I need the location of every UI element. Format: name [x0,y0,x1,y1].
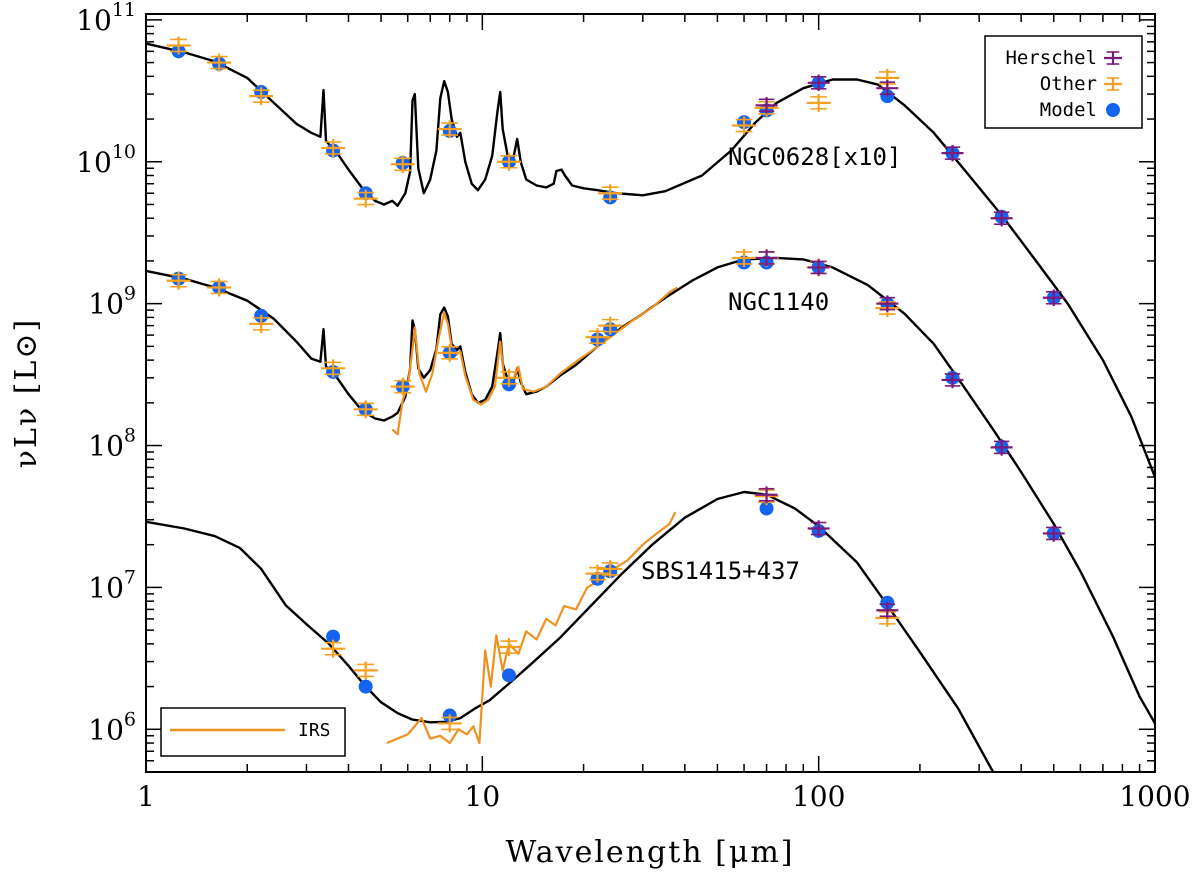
herschel-point [990,439,1013,456]
irs-legend-box [160,707,346,757]
y-tick-label-8: 108 [88,425,136,463]
y-tick-label-7: 107 [88,566,136,604]
herschel-point [755,486,778,503]
series-ngc1140: NGC1140 [145,248,1157,724]
other-point [249,87,274,106]
x-tick-label-10: 10 [465,780,501,813]
y-tick-labels: 106 107 108 109 1010 1011 [76,0,136,746]
herschel-point [807,520,830,537]
other-point [437,120,462,139]
axis-ticks [145,14,1155,773]
other-point [598,559,623,578]
model-point [326,629,341,644]
other-point [207,278,232,297]
other-point [496,638,521,657]
herschel-point [990,209,1013,227]
series-ngc0628-x10: NGC0628[x10] [145,36,1157,478]
other-point [321,639,346,658]
legend-label-model: Model [1040,99,1097,121]
herschel-point [941,144,964,162]
series-label-ngc0628-x10: NGC0628[x10] [728,143,901,171]
other-point [207,53,232,72]
herschel-point [1042,289,1065,307]
herschel-point [1042,525,1065,542]
plot-frame [145,13,1156,773]
irs-spectrum-ngc1140 [391,286,678,436]
other-point [390,377,415,396]
legend: Herschel Other Model [984,35,1143,129]
y-tick-label-6: 106 [88,708,136,746]
other-point [585,328,610,347]
other-point [496,368,521,387]
series-label-sbs1415-437: SBS1415+437 [641,557,800,585]
other-point [598,184,623,203]
model-point [501,668,516,683]
legend-label-herschel: Herschel [1005,47,1097,69]
other-point [390,155,415,174]
series-sbs1415-437: SBS1415+437 [145,486,995,773]
other-point [437,714,462,733]
other-point [249,314,274,333]
y-tick-label-11: 1011 [76,0,136,37]
irs-legend-label: IRS [298,720,331,741]
legend-marker-herschel [1104,51,1122,65]
other-point [585,564,610,583]
other-point [806,93,831,112]
model-point [759,501,774,516]
other-point [353,400,378,419]
series-label-ngc1140: NGC1140 [728,288,829,316]
other-point [166,271,191,290]
other-point [166,36,191,55]
herschel-point [755,97,778,114]
herschel-point [876,79,899,97]
series-layer: NGC0628[x10] NGC1140 SBS1415+437 [145,36,1157,773]
other-point [353,189,378,208]
model-line-sbs1415-437 [145,490,995,773]
herschel-point [755,249,778,267]
y-tick-label-10: 1010 [76,141,136,179]
y-axis-title: νLν [L⊙] [9,318,44,468]
legend-marker-model [1106,103,1120,117]
herschel-point [876,295,899,312]
x-tick-label-1: 1 [137,780,155,813]
other-point [321,359,346,378]
x-tick-labels: 1 10 100 1000 [137,780,1191,813]
other-point [353,661,378,680]
other-point [732,116,757,135]
x-tick-label-100: 100 [792,780,845,813]
x-axis-title: Wavelength [μm] [506,835,795,870]
other-point [598,316,623,335]
other-point [321,139,346,158]
herschel-point [807,74,830,92]
model-point [358,679,373,694]
y-tick-label-9: 109 [88,283,136,321]
herschel-point [876,602,899,619]
other-point [732,248,757,267]
other-point [496,152,521,171]
legend-marker-other [1104,77,1122,91]
legend-label-other: Other [1040,73,1097,95]
other-point [437,343,462,362]
herschel-point [941,371,964,389]
irs-legend: IRS [160,707,346,757]
x-tick-label-1000: 1000 [1119,780,1190,813]
herschel-point [807,259,830,276]
